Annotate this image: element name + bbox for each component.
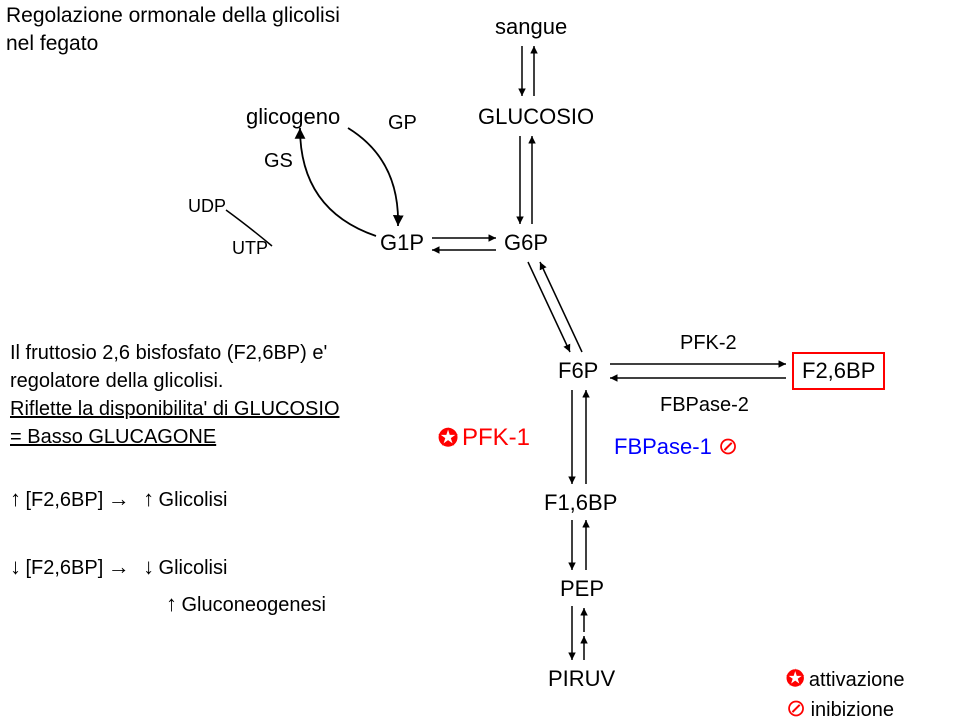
diagram-svg — [0, 0, 960, 723]
